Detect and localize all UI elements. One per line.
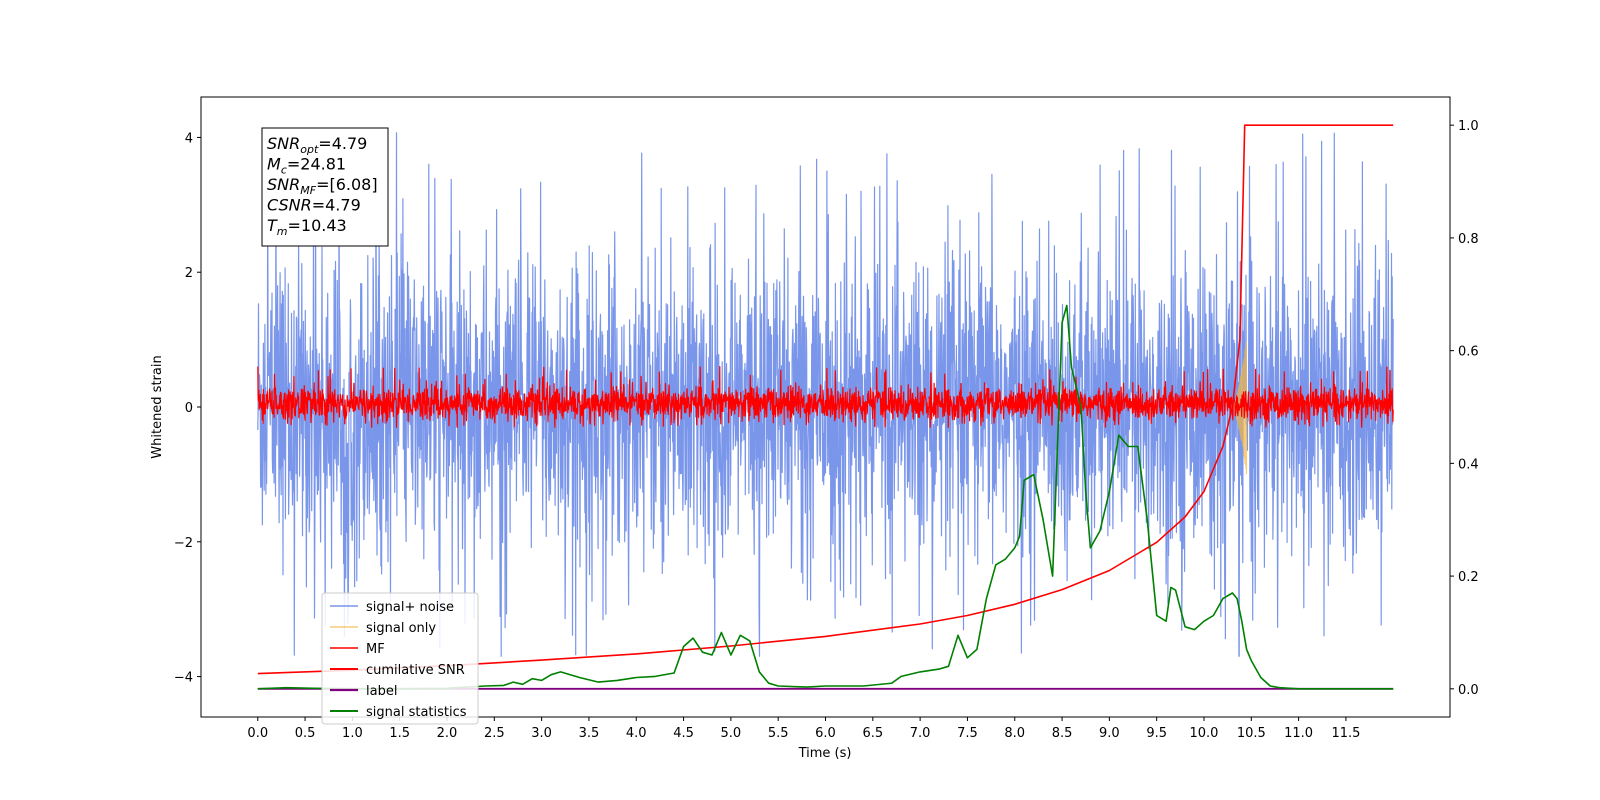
legend-label: signal+ noise xyxy=(366,600,454,615)
x-axis-title: Time (s) xyxy=(798,746,852,761)
legend-frame xyxy=(321,592,479,725)
annotation-symbol: SNR xyxy=(267,175,300,194)
x-tick-label: 0.5 xyxy=(295,726,316,741)
x-tick-label: 6.0 xyxy=(815,726,836,741)
signal-statistics-line xyxy=(257,304,1394,690)
x-tick-label: 5.5 xyxy=(768,726,789,741)
x-tick-label: 4.5 xyxy=(673,726,694,741)
x-tick-label: 9.5 xyxy=(1146,726,1167,741)
x-tick-label: 4.0 xyxy=(626,726,647,741)
annotation-symbol: SNR xyxy=(267,134,300,153)
x-tick-label: 0.0 xyxy=(247,726,268,741)
legend-label: cumilative SNR xyxy=(366,663,465,678)
x-tick-label: 3.0 xyxy=(531,726,552,741)
cumulative-snr-line xyxy=(257,124,1394,675)
x-axis: 0.0 0.5 1.0 1.5 2.0 2.5 3.0 3.5 4.0 4.5 5.0 5.5 6.0 6… xyxy=(247,717,1360,741)
annotation-line: Tm=10.43 xyxy=(267,216,347,238)
x-tick-label: 11.0 xyxy=(1284,726,1313,741)
signal-noise-line xyxy=(257,132,1394,657)
y-left-tick-label: 4 xyxy=(185,131,193,146)
x-tick-label: 1.5 xyxy=(389,726,410,741)
y-right-tick-label: 1.0 xyxy=(1458,119,1479,134)
x-tick-label: 10.0 xyxy=(1190,726,1219,741)
annotation-value: =4.79 xyxy=(318,134,367,153)
y-left-tick-label: 0 xyxy=(185,401,193,416)
y-axis-title: Whitened strain xyxy=(150,355,165,458)
x-tick-label: 9.0 xyxy=(1099,726,1120,741)
annotation-value: =10.43 xyxy=(288,216,347,235)
annotation-line: SNRMF=[6.08] xyxy=(267,175,378,197)
mf-line xyxy=(257,366,1394,428)
y-axis-left: 4 2 0 −2 −4 xyxy=(174,131,201,686)
x-tick-label: 6.5 xyxy=(862,726,883,741)
y-left-tick-label: −2 xyxy=(174,536,193,551)
x-tick-label: 2.0 xyxy=(437,726,458,741)
y-right-tick-label: 0.6 xyxy=(1458,345,1479,360)
x-tick-label: 8.0 xyxy=(1004,726,1025,741)
x-tick-label: 8.5 xyxy=(1052,726,1073,741)
x-tick-label: 7.0 xyxy=(910,726,931,741)
legend-label: label xyxy=(366,684,397,699)
annotation-value: =24.81 xyxy=(287,155,346,174)
annotation-symbol: M xyxy=(267,155,281,174)
y-axis-right: 1.0 0.8 0.6 0.4 0.2 0.0 xyxy=(1450,119,1479,698)
annotation-line: CSNR=4.79 xyxy=(267,196,361,215)
x-tick-label: 11.5 xyxy=(1331,726,1360,741)
y-right-tick-label: 0.0 xyxy=(1458,683,1479,698)
y-right-tick-label: 0.8 xyxy=(1458,232,1479,247)
legend-label: signal statistics xyxy=(366,705,467,720)
annotation-line: SNRopt=4.79 xyxy=(267,134,367,156)
legend-label: signal only xyxy=(366,621,436,636)
annotation-subscript: MF xyxy=(300,184,316,197)
legend: signal+ noise signal only MF cumilative SNR… xyxy=(321,592,479,725)
annotation-subscript: opt xyxy=(300,143,319,156)
y-left-tick-label: 2 xyxy=(185,266,193,281)
annotation-value: =[6.08] xyxy=(316,175,378,194)
annotation-subscript: c xyxy=(281,164,287,177)
annotation-symbol: CSNR xyxy=(267,196,312,215)
annotation-line: Mc=24.81 xyxy=(267,155,346,177)
y-right-tick-label: 0.2 xyxy=(1458,570,1479,585)
legend-label: MF xyxy=(366,642,385,657)
annotation-value: =4.79 xyxy=(312,196,361,215)
annotation-symbol: T xyxy=(267,216,278,235)
x-tick-label: 7.5 xyxy=(957,726,978,741)
x-tick-label: 1.0 xyxy=(342,726,363,741)
x-tick-label: 10.5 xyxy=(1237,726,1266,741)
y-right-tick-label: 0.4 xyxy=(1458,457,1479,472)
x-tick-label: 2.5 xyxy=(484,726,505,741)
y-left-tick-label: −4 xyxy=(174,671,193,686)
annotation-frame xyxy=(261,127,389,247)
x-tick-label: 3.5 xyxy=(579,726,600,741)
annotation-subscript: m xyxy=(277,225,288,238)
x-tick-label: 5.0 xyxy=(721,726,742,741)
annotation-box: SNRopt=4.79Mc=24.81SNRMF=[6.08]CSNR=4.79… xyxy=(261,127,389,247)
